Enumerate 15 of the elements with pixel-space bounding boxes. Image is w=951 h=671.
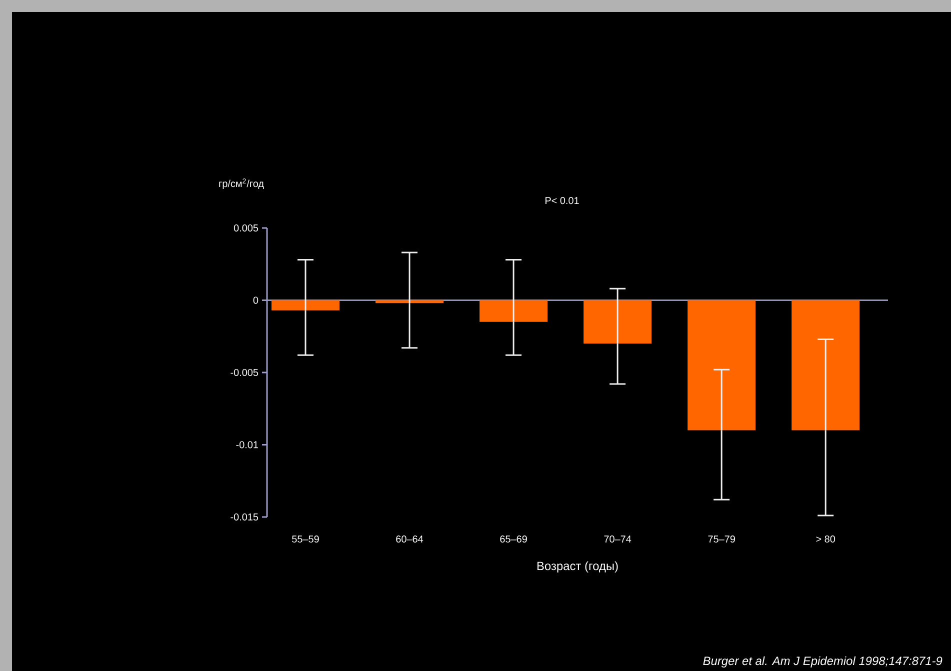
- x-tick-label: > 80: [816, 536, 836, 543]
- x-tick-label: 70–74: [604, 536, 632, 543]
- text: P< 0.01: [546, 197, 579, 204]
- x-tick-label: 55–59: [292, 536, 319, 543]
- y-axis-title: гр/см$^{2}$/год: [219, 178, 264, 190]
- y-tick-label: -0.015: [230, 513, 258, 521]
- x-tick-label: 65–69: [500, 536, 527, 543]
- y-tick-label: -0.005: [230, 368, 258, 376]
- x-tick-label: 60–64: [396, 536, 424, 543]
- y-tick-label: 0.005: [234, 224, 258, 232]
- y-tick-label: -0.01: [236, 441, 258, 448]
- x-axis-title: Возраст (годы): [537, 561, 618, 573]
- y-tick-label: 0: [253, 296, 258, 304]
- x-tick-label: 75–79: [708, 536, 735, 543]
- text: Burger et al. Am J Epidemiol 1998;147:871-9: [703, 656, 942, 668]
